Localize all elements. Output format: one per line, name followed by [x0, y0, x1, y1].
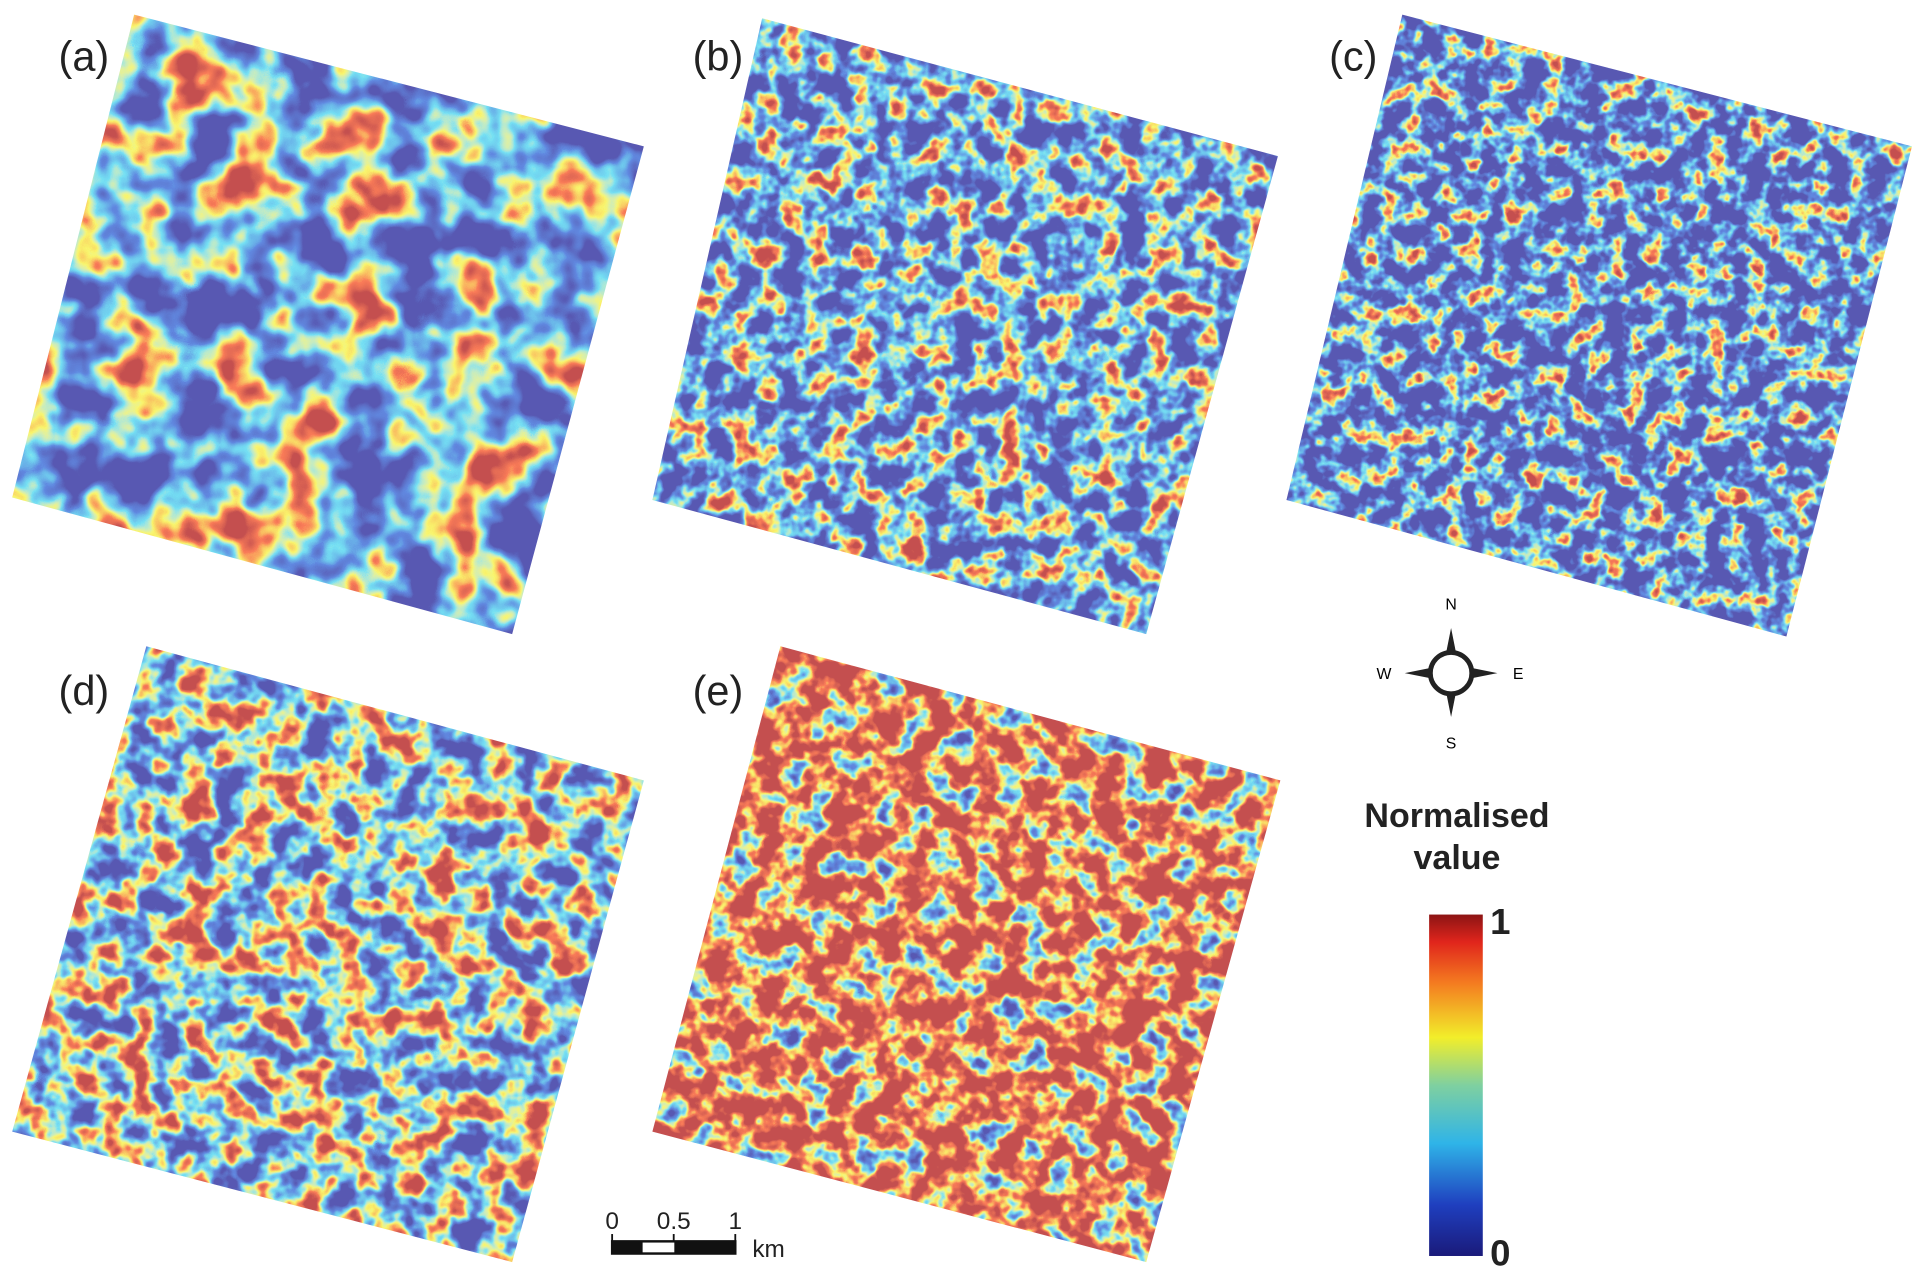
scale-bar: km 0 0.5 1	[605, 1208, 785, 1263]
panel-label: (a)	[59, 33, 110, 80]
compass-s: S	[1446, 736, 1457, 753]
scale-unit: km	[752, 1236, 785, 1263]
colorbar	[1429, 915, 1483, 1256]
page: (a) (b) (c) (d) (e) N S W E 1 0 km 0 0.5 1 Nor…	[0, 0, 1912, 1271]
panel-label: (e)	[693, 667, 744, 714]
legend-title: Normalised value	[1337, 795, 1577, 879]
panel-label: (d)	[59, 667, 110, 714]
map-panel	[12, 646, 644, 1262]
compass-e: E	[1513, 666, 1524, 683]
map-panel	[652, 18, 1278, 634]
figure: (a) (b) (c) (d) (e) N S W E 1 0 km 0 0.5 1	[0, 0, 1912, 1271]
legend-max: 1	[1490, 901, 1510, 942]
scale-tick-label: 1	[729, 1208, 743, 1235]
compass-n: N	[1445, 597, 1456, 614]
panel-label: (c)	[1329, 33, 1377, 80]
map-panel	[1286, 15, 1912, 637]
map-panels: (a) (b) (c) (d) (e)	[12, 15, 1912, 1262]
legend-min: 0	[1490, 1233, 1510, 1271]
map-panel	[12, 15, 644, 634]
scale-tick-label: 0	[605, 1208, 619, 1235]
panel-label: (b)	[693, 33, 744, 80]
scale-tick-label: 0.5	[657, 1208, 691, 1235]
compass-w: W	[1377, 666, 1392, 683]
compass: N S W E	[1377, 597, 1524, 753]
map-panel	[652, 646, 1280, 1262]
